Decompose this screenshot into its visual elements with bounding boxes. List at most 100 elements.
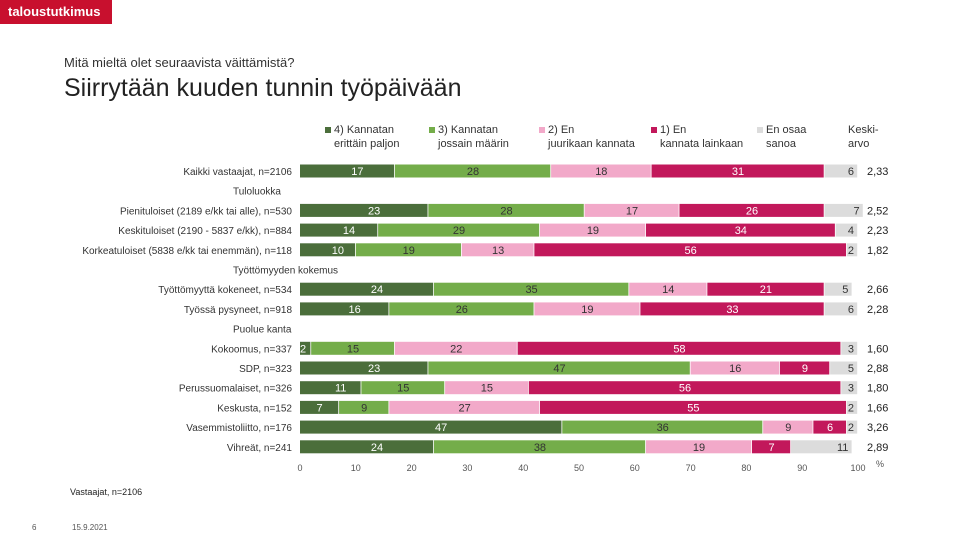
- bar-value: 21: [760, 284, 772, 296]
- bar-segment: [629, 282, 707, 296]
- row-mean: 1,66: [867, 402, 888, 414]
- bar-segment: [779, 361, 830, 375]
- bar-segment: [562, 420, 763, 434]
- bar-segment: [394, 341, 517, 355]
- bar-value: 15: [397, 383, 409, 395]
- x-unit-label: %: [876, 459, 884, 469]
- bar-value: 16: [349, 304, 361, 316]
- bar-value: 19: [693, 442, 705, 454]
- x-tick-label: 70: [686, 463, 696, 473]
- bar-value: 7: [853, 205, 859, 217]
- bar-value: 17: [351, 166, 363, 178]
- bar-segment: [300, 381, 361, 395]
- bar-value: 23: [368, 363, 380, 375]
- bar-value: 19: [581, 304, 593, 316]
- bar-segment: [389, 400, 540, 414]
- row-mean: 2,33: [867, 166, 888, 178]
- legend-label: En osaa sanoa: [766, 124, 807, 150]
- bar-segment: [428, 361, 690, 375]
- bar-segment: [300, 420, 562, 434]
- bar-value: 2: [848, 245, 854, 257]
- bar-segment: [846, 243, 858, 257]
- group-label: Työttömyyden kokemus: [233, 266, 338, 277]
- page-subtitle: Mitä mieltä olet seuraavista väittämistä…: [64, 55, 295, 70]
- bar-segment: [300, 203, 428, 217]
- bar-value: 7: [768, 442, 774, 454]
- bar-segment: [651, 164, 824, 178]
- bar-segment: [300, 243, 355, 257]
- bar-value: 29: [453, 225, 465, 237]
- bar-value: 14: [662, 284, 674, 296]
- row-label: Keskusta, n=152: [217, 403, 292, 414]
- bar-value: 9: [785, 422, 791, 434]
- row-label: Korkeatuloiset (5838 e/kk tai enemmän), …: [82, 246, 292, 257]
- row-mean: 3,26: [867, 422, 888, 434]
- bar-value: 6: [827, 422, 833, 434]
- bar-value: 27: [458, 402, 470, 414]
- bar-value: 55: [687, 402, 699, 414]
- row-label: Kokoomus, n=337: [211, 344, 292, 355]
- legend-swatch: [429, 127, 435, 133]
- bar-segment: [311, 341, 395, 355]
- bar-segment: [824, 203, 863, 217]
- bar-segment: [841, 381, 858, 395]
- bar-segment: [339, 400, 389, 414]
- bar-value: 10: [332, 245, 344, 257]
- bar-segment: [539, 223, 646, 237]
- row-mean: 2,52: [867, 205, 888, 217]
- legend-swatch: [651, 127, 657, 133]
- row-label: Pienituloiset (2189 e/kk tai alle), n=53…: [120, 206, 292, 217]
- bar-value: 2: [848, 402, 854, 414]
- bar-value: 19: [587, 225, 599, 237]
- legend-swatch: [757, 127, 763, 133]
- bar-value: 5: [842, 284, 848, 296]
- bar-value: 28: [500, 205, 512, 217]
- bar-value: 36: [657, 422, 669, 434]
- bar-segment: [707, 282, 824, 296]
- row-label: Työttömyyttä kokeneet, n=534: [158, 285, 292, 296]
- bar-segment: [841, 341, 858, 355]
- bar-segment: [528, 381, 841, 395]
- bar-value: 31: [732, 166, 744, 178]
- bar-segment: [846, 420, 858, 434]
- bar-segment: [300, 440, 434, 454]
- x-tick-label: 50: [574, 463, 584, 473]
- bar-value: 38: [534, 442, 546, 454]
- bar-segment: [300, 361, 428, 375]
- bar-value: 6: [848, 304, 854, 316]
- row-mean: 2,28: [867, 304, 888, 316]
- x-tick-label: 30: [462, 463, 472, 473]
- x-tick-label: 0: [297, 463, 302, 473]
- bar-value: 5: [848, 363, 854, 375]
- bar-value: 13: [492, 245, 504, 257]
- bar-value: 26: [746, 205, 758, 217]
- x-tick-label: 40: [518, 463, 528, 473]
- legend-swatch: [539, 127, 545, 133]
- row-label: Kaikki vastaajat, n=2106: [183, 167, 292, 178]
- bar-value: 11: [335, 383, 346, 395]
- bar-value: 2: [300, 343, 306, 355]
- bar-segment: [361, 381, 445, 395]
- bar-value: 3: [848, 383, 854, 395]
- bar-segment: [394, 164, 551, 178]
- bar-segment: [428, 203, 584, 217]
- bar-segment: [300, 400, 339, 414]
- group-label: Puolue kanta: [233, 325, 292, 336]
- row-mean: 2,88: [867, 363, 888, 375]
- bar-value: 22: [450, 343, 462, 355]
- row-label: Vihreät, n=241: [227, 443, 293, 454]
- row-mean: 2,89: [867, 442, 888, 454]
- footer-note: Vastaajat, n=2106: [70, 487, 143, 497]
- row-label: SDP, n=323: [239, 364, 292, 375]
- bar-value: 47: [435, 422, 447, 434]
- bar-value: 19: [403, 245, 415, 257]
- bar-value: 9: [802, 363, 808, 375]
- report-date: 15.9.2021: [72, 523, 108, 532]
- bar-segment: [355, 243, 462, 257]
- bar-segment: [763, 420, 813, 434]
- mean-header: Keski-arvo: [848, 124, 879, 150]
- row-label: Vasemmistoliitto, n=176: [186, 423, 292, 434]
- bar-segment: [300, 164, 395, 178]
- brand-logo: taloustutkimus: [0, 0, 112, 24]
